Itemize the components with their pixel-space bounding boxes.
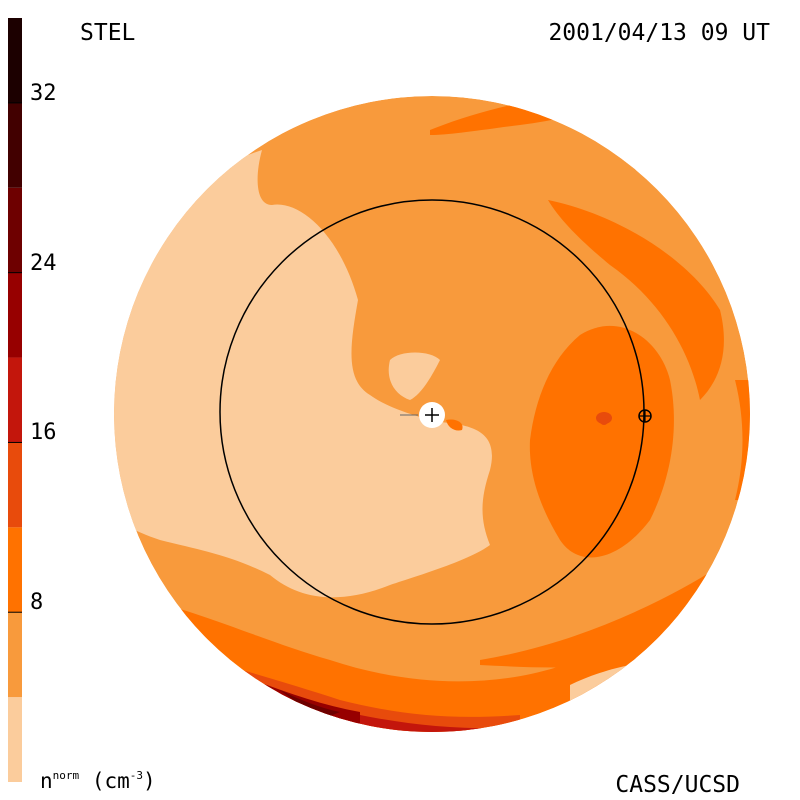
density-region-right-blob <box>529 325 674 558</box>
colorbar-band <box>8 357 22 443</box>
density-region-light <box>114 150 492 598</box>
spacecraft-label: STEL <box>80 20 136 46</box>
density-region-right-edge <box>735 380 750 500</box>
timestamp-label: 2001/04/13 09 UT <box>548 20 770 46</box>
credit-label: CASS/UCSD <box>615 772 740 798</box>
density-region-right-crescent <box>548 200 724 400</box>
colorbar-band <box>8 442 22 528</box>
earth-orbit-circle <box>219 199 645 625</box>
density-region-light-finger <box>388 352 440 400</box>
density-region-center-accent <box>446 419 463 431</box>
colorbar-tick-label: 24 <box>30 250 57 276</box>
colorbar-band <box>8 527 22 613</box>
earth-center-dot <box>600 417 608 425</box>
unit-paren: (cm <box>91 769 130 793</box>
colorbar-band <box>8 612 22 698</box>
unit-base: n <box>40 769 53 793</box>
colorbar-tick-label: 32 <box>30 80 57 106</box>
unit-exp: -3 <box>129 769 143 782</box>
colorbar-tick-label: 8 <box>30 590 44 616</box>
unit-close: ) <box>143 769 156 793</box>
colorbar-tick-label: 16 <box>30 420 57 446</box>
colorbar-band <box>8 272 22 358</box>
unit-label: nnorm (cm-3) <box>40 770 156 792</box>
unit-sup: norm <box>52 769 80 782</box>
colorbar-band <box>8 697 22 782</box>
colorbar-band <box>8 18 22 103</box>
colorbar-band <box>8 102 22 188</box>
colorbar-band <box>8 187 22 273</box>
colorbar <box>8 18 22 782</box>
density-region-bottom-5 <box>280 690 340 720</box>
